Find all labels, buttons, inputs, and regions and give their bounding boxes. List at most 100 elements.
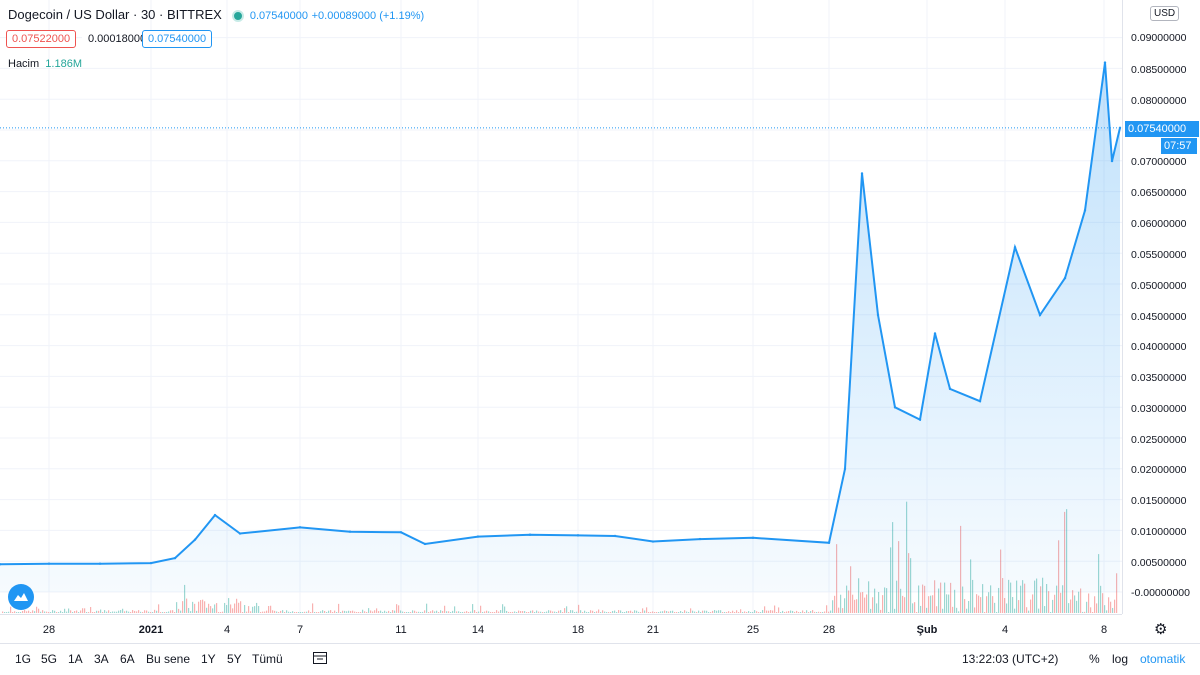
range-button[interactable]: Bu sene <box>146 652 191 666</box>
bid-price[interactable]: 0.07522000 <box>6 30 77 48</box>
volume-bar <box>948 594 950 613</box>
chart-area[interactable] <box>0 0 1122 614</box>
price-point <box>298 526 302 529</box>
volume-bar <box>1072 590 1074 613</box>
volume-bar <box>694 611 696 613</box>
volume-bar <box>452 610 454 613</box>
range-button[interactable]: 3A <box>94 652 109 666</box>
range-button[interactable]: 1A <box>68 652 83 666</box>
volume-bar <box>76 610 78 613</box>
range-button[interactable]: 1G <box>15 652 32 666</box>
volume-bar <box>904 597 906 613</box>
volume-bar <box>920 605 922 613</box>
volume-bar <box>672 610 674 613</box>
volume-bar <box>108 610 110 613</box>
volume-bar <box>112 611 114 613</box>
currency-badge[interactable]: USD <box>1150 6 1180 21</box>
volume-bar <box>260 612 262 613</box>
range-button[interactable]: 6A <box>120 652 135 666</box>
volume-bar <box>1108 597 1110 613</box>
volume-bar <box>60 610 62 613</box>
clock[interactable]: 13:22:03 (UTC+2) <box>962 652 1059 666</box>
volume-bar <box>622 612 624 613</box>
volume-bar <box>590 610 592 613</box>
volume-bar <box>1054 594 1056 613</box>
volume-bar <box>840 594 842 613</box>
last-price: 0.07540000 <box>249 10 308 22</box>
time-tick: 11 <box>395 624 407 636</box>
volume-bar <box>4 612 6 613</box>
volume-bar <box>934 580 936 613</box>
volume-bar <box>488 611 490 613</box>
volume-bar <box>454 606 456 613</box>
volume-bar <box>644 610 646 613</box>
volume-bar <box>512 611 514 613</box>
volume-bar <box>280 610 282 613</box>
volume-bar <box>74 611 76 613</box>
volume-bar <box>692 610 694 613</box>
volume-bar <box>804 612 806 613</box>
volume-bar <box>758 612 760 613</box>
log-toggle[interactable]: log <box>1112 652 1129 666</box>
volume-bar <box>714 610 716 613</box>
volume-label: Hacim <box>8 58 40 70</box>
range-button[interactable]: Tümü <box>252 652 283 666</box>
volume-bar <box>620 610 622 613</box>
volume-bar <box>878 592 880 613</box>
range-button[interactable]: 5Y <box>227 652 242 666</box>
price-point <box>47 562 51 565</box>
volume-bar <box>1062 585 1064 613</box>
volume-bar <box>184 584 186 613</box>
volume-bar <box>462 612 464 613</box>
price-tick: 0.05500000 <box>1131 249 1187 261</box>
volume-bar <box>56 612 58 613</box>
price-chart[interactable] <box>0 0 1122 614</box>
volume-bar <box>254 606 256 613</box>
volume-bar <box>152 612 154 613</box>
tradingview-logo-icon[interactable] <box>8 584 34 610</box>
volume-bar <box>96 610 98 613</box>
range-button[interactable]: 5G <box>41 652 58 666</box>
volume-bar <box>1110 601 1112 613</box>
volume-bar <box>422 611 424 613</box>
volume-bar <box>926 607 928 613</box>
volume-bar <box>418 611 420 613</box>
time-axis[interactable]: 28 2021 4 7 11 14 18 21 25 28 Şub 4 8 <box>0 614 1122 643</box>
volume-bar <box>542 612 544 613</box>
symbol-title[interactable]: Dogecoin / US Dollar · 30 · BITTREX <box>8 7 222 22</box>
percent-toggle[interactable]: % <box>1089 652 1100 666</box>
volume-bar <box>358 612 360 613</box>
volume-bar <box>440 610 442 613</box>
volume-bar <box>126 610 128 613</box>
volume-bar <box>200 600 202 613</box>
volume-bar <box>902 595 904 613</box>
volume-bar <box>296 612 298 613</box>
price-point <box>149 561 153 565</box>
volume-bar <box>410 612 412 613</box>
volume-bar <box>882 595 884 613</box>
volume-bar <box>1114 599 1116 613</box>
volume-bar <box>238 602 240 613</box>
price-axis[interactable]: 0.09000000 0.08500000 0.08000000 0.07000000… <box>1122 0 1200 614</box>
volume-bar <box>576 611 578 613</box>
date-range-icon[interactable] <box>312 650 328 671</box>
volume-bar <box>110 612 112 613</box>
range-button[interactable]: 1Y <box>201 652 216 666</box>
volume-bar <box>974 607 976 613</box>
volume-bar <box>712 610 714 613</box>
price-point <box>98 562 102 565</box>
volume-bar <box>492 612 494 613</box>
volume-bar <box>866 594 868 613</box>
volume-bar <box>336 612 338 613</box>
volume-bar <box>384 610 386 613</box>
ask-price[interactable]: 0.07540000 <box>142 30 213 48</box>
volume-bar <box>510 612 512 613</box>
volume-bar <box>614 610 616 613</box>
volume-bar <box>928 596 930 613</box>
settings-gear-icon[interactable]: ⚙ <box>1154 621 1168 638</box>
auto-scale-toggle[interactable]: otomatik <box>1140 652 1186 666</box>
time-tick: 25 <box>746 624 760 636</box>
time-tick: Şub <box>916 624 938 636</box>
volume-bar <box>382 611 384 613</box>
volume-bar <box>300 612 302 613</box>
